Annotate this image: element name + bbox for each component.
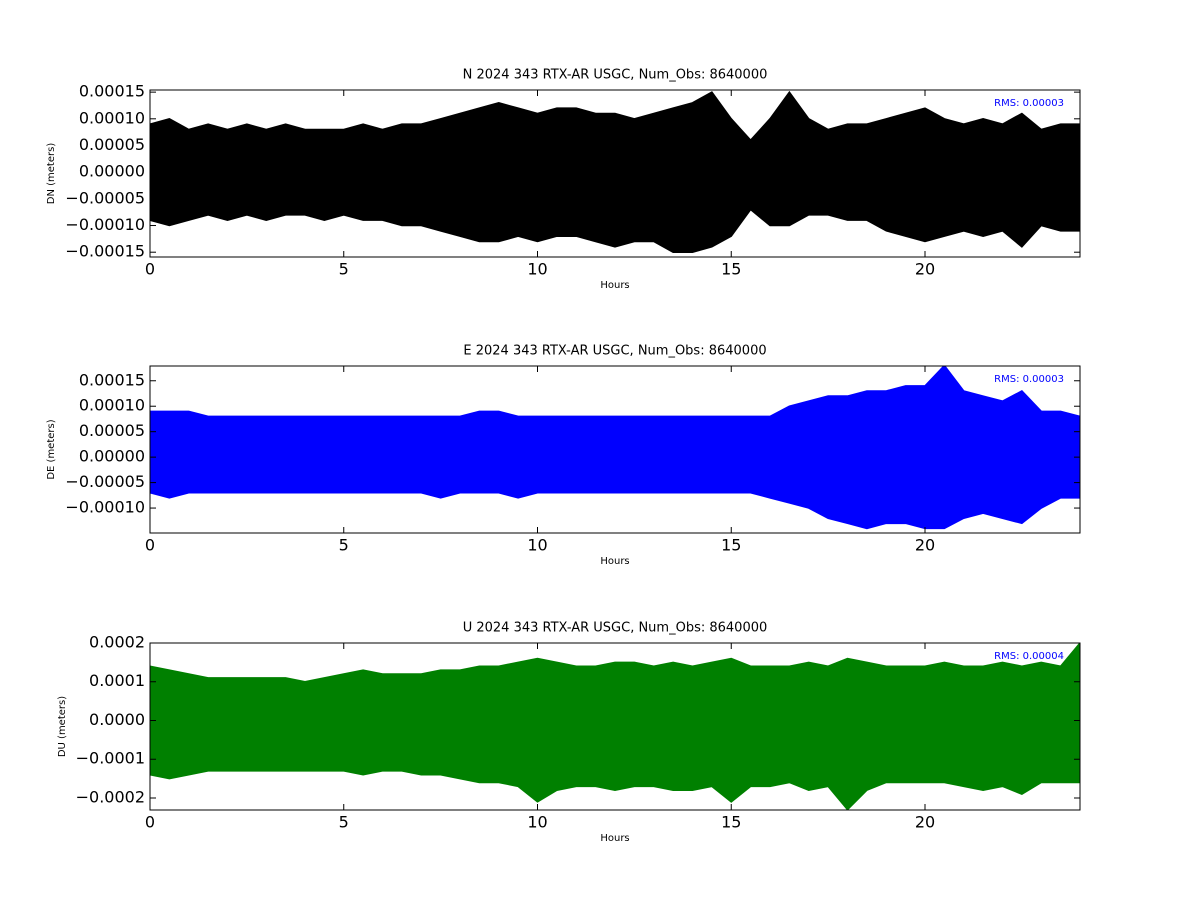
y-tick-label: −0.0001	[76, 749, 145, 768]
y-tick-label: −0.00005	[65, 472, 145, 491]
x-tick-label: 5	[339, 813, 349, 832]
x-tick-label: 15	[721, 260, 741, 279]
x-tick-label: 15	[721, 813, 741, 832]
subplot-title: N 2024 343 RTX-AR USGC, Num_Obs: 8640000	[463, 68, 768, 83]
rms-annotation: RMS: 0.00003	[994, 374, 1064, 385]
subplot: 0 5 10 15 20 −0.00010 −0.00005 0.00000 0.00005 0.…	[46, 344, 1081, 567]
rms-annotation: RMS: 0.00004	[994, 651, 1064, 662]
series-area	[150, 456, 1080, 530]
y-tick-label: −0.00015	[65, 242, 145, 261]
axes-frame	[149, 365, 1081, 534]
y-tick-label: 0.00010	[79, 396, 145, 415]
x-tick-label: 5	[339, 260, 349, 279]
y-tick-label: 0.00005	[79, 135, 145, 154]
axes-frame	[149, 89, 1081, 258]
series-area	[150, 171, 1080, 253]
y-axis-label: DU (meters)	[57, 696, 68, 757]
y-tick-label: 0.00000	[79, 162, 145, 181]
series-area	[150, 366, 1080, 458]
subplot-title: U 2024 343 RTX-AR USGC, Num_Obs: 8640000	[463, 621, 768, 636]
x-axis-label: Hours	[600, 833, 629, 844]
y-tick-label: −0.00010	[65, 498, 145, 517]
y-tick-label: 0.00010	[79, 108, 145, 127]
x-tick-label: 0	[145, 536, 155, 555]
axes-frame	[149, 642, 1081, 811]
x-tick-label: 15	[721, 536, 741, 555]
x-tick-label: 10	[527, 813, 547, 832]
series-area	[150, 643, 1080, 722]
y-tick-label: 0.0001	[89, 671, 145, 690]
y-tick-label: 0.0000	[89, 710, 145, 729]
x-tick-label: 20	[915, 260, 935, 279]
x-tick-label: 10	[527, 536, 547, 555]
y-axis-label: DE (meters)	[46, 419, 57, 479]
x-tick-label: 5	[339, 536, 349, 555]
y-axis-label: DN (meters)	[46, 143, 57, 205]
subplot: 0 5 10 15 20 −0.0002 −0.0001 0.0000 0.0001 0.0002…	[57, 621, 1081, 844]
y-tick-label: 0.00015	[79, 370, 145, 389]
y-tick-label: −0.00010	[65, 215, 145, 234]
x-tick-label: 0	[145, 260, 155, 279]
x-tick-label: 0	[145, 813, 155, 832]
rms-annotation: RMS: 0.00003	[994, 98, 1064, 109]
y-tick-label: −0.00005	[65, 188, 145, 207]
series-area	[150, 719, 1080, 810]
subplot: 0 5 10 15 20 −0.00015 −0.00010 −0.00005 0.00000 0…	[46, 68, 1081, 291]
x-axis-label: Hours	[600, 556, 629, 567]
x-tick-label: 20	[915, 536, 935, 555]
subplot-title: E 2024 343 RTX-AR USGC, Num_Obs: 8640000	[463, 344, 766, 359]
series-area	[150, 90, 1080, 173]
y-tick-label: 0.0002	[89, 633, 145, 652]
y-tick-label: 0.00000	[79, 447, 145, 466]
x-tick-label: 10	[527, 260, 547, 279]
y-tick-label: 0.00005	[79, 421, 145, 440]
y-tick-label: 0.00015	[79, 82, 145, 101]
x-axis-label: Hours	[600, 280, 629, 291]
y-tick-label: −0.0002	[76, 787, 145, 806]
x-tick-label: 20	[915, 813, 935, 832]
